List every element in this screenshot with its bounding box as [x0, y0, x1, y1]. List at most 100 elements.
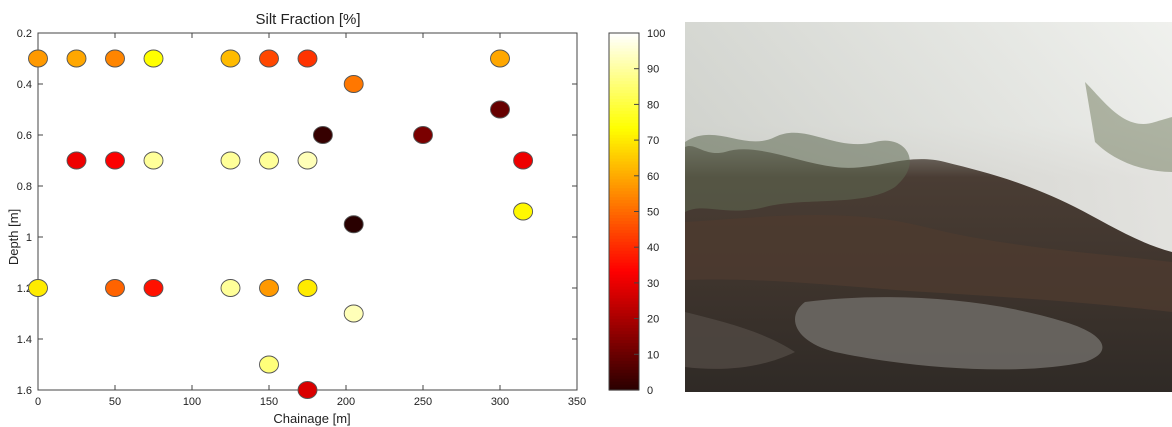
data-point — [220, 49, 241, 68]
colorbar-segment — [609, 214, 639, 219]
colorbar-segment — [609, 95, 639, 100]
data-point — [28, 49, 48, 68]
colorbar-tick-label: 50 — [647, 207, 659, 219]
colorbar-segment — [609, 348, 639, 352]
data-point — [297, 381, 318, 399]
colorbar-segment — [609, 241, 639, 245]
colorbar-segment — [609, 378, 639, 382]
colorbar-segment — [609, 297, 639, 302]
data-point — [490, 100, 510, 119]
colorbar-segment — [609, 273, 639, 278]
colorbar-segment — [609, 366, 639, 370]
colorbar-segment — [609, 208, 639, 213]
colorbar-segment — [609, 190, 639, 195]
x-tick-label: 300 — [491, 396, 509, 408]
data-point — [513, 151, 534, 170]
colorbar-segment — [609, 110, 639, 114]
colorbar-segment — [609, 140, 639, 144]
colorbar-segment — [609, 68, 639, 73]
colorbar-segment — [609, 235, 639, 239]
colorbar-segment — [609, 193, 639, 198]
colorbar-segment — [609, 285, 639, 290]
colorbar-segment — [609, 357, 639, 361]
colorbar-segment — [609, 321, 639, 326]
colorbar-segment — [609, 259, 639, 263]
colorbar-segment — [609, 238, 639, 242]
colorbar-tick-label: 80 — [647, 99, 659, 111]
data-point — [259, 151, 279, 170]
colorbar-segment — [609, 300, 639, 305]
colorbar-tick-label: 100 — [647, 28, 665, 40]
data-point — [66, 49, 87, 68]
data-point — [105, 49, 125, 68]
soil-profile-photo — [685, 22, 1172, 392]
data-point — [297, 49, 318, 68]
x-axis-label: Chainage [m] — [273, 411, 350, 426]
data-point — [143, 49, 164, 68]
x-tick-label: 150 — [260, 396, 278, 408]
colorbar-segment — [609, 154, 639, 159]
data-point — [413, 126, 433, 144]
data-points — [28, 49, 534, 399]
chart-title: Silt Fraction [%] — [255, 11, 360, 28]
y-tick-label: 1.2 — [17, 283, 32, 295]
colorbar-segment — [609, 387, 639, 391]
colorbar-segment — [609, 375, 639, 379]
y-tick-label: 0.6 — [17, 130, 32, 142]
colorbar-tick-label: 40 — [647, 242, 659, 254]
colorbar-segment — [609, 128, 639, 132]
colorbar-segment — [609, 146, 639, 150]
colorbar-segment — [609, 345, 639, 349]
colorbar: 0 10 20 30 40 50 60 70 80 90 100 — [608, 28, 665, 397]
colorbar-segment — [609, 77, 639, 82]
colorbar-segment — [609, 131, 639, 135]
colorbar-segment — [609, 59, 639, 64]
colorbar-segment — [609, 107, 639, 111]
colorbar-segment — [609, 163, 639, 168]
colorbar-segment — [609, 372, 639, 376]
colorbar-segment — [609, 312, 639, 317]
colorbar-tick-label: 90 — [647, 64, 659, 76]
colorbar-segment — [609, 330, 639, 335]
x-tick-label: 0 — [35, 396, 41, 408]
colorbar-tick-label: 70 — [647, 135, 659, 147]
x-tick-label: 50 — [109, 396, 121, 408]
colorbar-segment — [609, 339, 639, 343]
colorbar-segment — [609, 113, 639, 117]
plot-frame — [37, 32, 578, 391]
colorbar-segment — [609, 134, 639, 138]
colorbar-segment — [609, 47, 639, 52]
colorbar-tick-label: 60 — [647, 171, 659, 183]
data-point — [343, 75, 364, 93]
colorbar-segment — [609, 65, 639, 70]
colorbar-segment — [609, 86, 639, 91]
colorbar-segment — [609, 160, 639, 165]
colorbar-segment — [609, 181, 639, 186]
colorbar-segment — [609, 53, 639, 58]
colorbar-segment — [609, 104, 639, 108]
colorbar-segment — [609, 226, 639, 230]
colorbar-segment — [609, 288, 639, 293]
colorbar-segment — [609, 41, 639, 46]
colorbar-segment — [609, 38, 639, 43]
colorbar-segment — [609, 62, 639, 67]
colorbar-segment — [609, 253, 639, 257]
data-point — [105, 151, 125, 170]
colorbar-segment — [609, 229, 639, 233]
colorbar-segment — [609, 119, 639, 123]
colorbar-segment — [609, 336, 639, 341]
x-tick-label: 250 — [414, 396, 432, 408]
data-point — [297, 151, 318, 170]
colorbar-segment — [609, 101, 639, 105]
colorbar-segment — [609, 303, 639, 308]
data-point — [343, 215, 364, 234]
colorbar-segment — [609, 315, 639, 320]
colorbar-segment — [609, 220, 639, 224]
colorbar-segment — [609, 152, 639, 156]
colorbar-segment — [609, 172, 639, 177]
colorbar-segment — [609, 265, 639, 269]
colorbar-segment — [609, 89, 639, 94]
colorbar-segment — [609, 250, 639, 254]
x-tick-label: 350 — [568, 396, 586, 408]
